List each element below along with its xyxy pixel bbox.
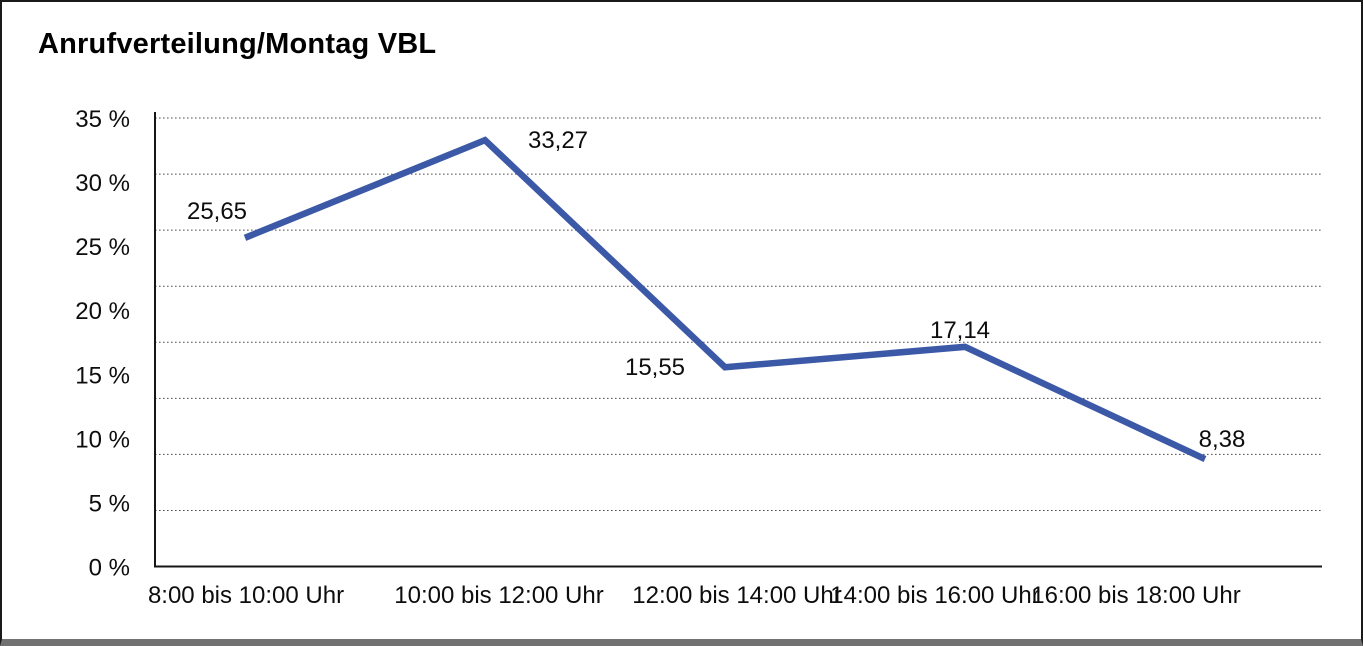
data-series-line	[243, 136, 1207, 463]
value-label: 17,14	[930, 317, 990, 344]
y-tick-label: 10 %	[75, 426, 130, 453]
y-tick-label: 15 %	[75, 362, 130, 389]
x-tick-label: 12:00 bis 14:00 Uhr	[632, 582, 841, 609]
y-tick-label: 30 %	[75, 170, 130, 197]
value-label: 33,27	[528, 127, 588, 154]
x-tick-label: 14:00 bis 16:00 Uhr	[830, 582, 1039, 609]
y-tick-label: 35 %	[75, 106, 130, 133]
y-tick-label: 5 %	[89, 490, 130, 517]
x-tick-label: 16:00 bis 18:00 Uhr	[1031, 582, 1240, 609]
value-label: 15,55	[625, 354, 685, 381]
chart-title: Anrufverteilung/Montag VBL	[38, 28, 437, 60]
value-label: 8,38	[1199, 426, 1246, 453]
y-tick-label: 0 %	[89, 555, 130, 582]
y-tick-label: 25 %	[75, 234, 130, 261]
value-label: 25,65	[187, 198, 247, 225]
x-tick-label: 8:00 bis 10:00 Uhr	[148, 582, 344, 609]
y-tick-label: 20 %	[75, 298, 130, 325]
x-tick-label: 10:00 bis 12:00 Uhr	[394, 582, 603, 609]
